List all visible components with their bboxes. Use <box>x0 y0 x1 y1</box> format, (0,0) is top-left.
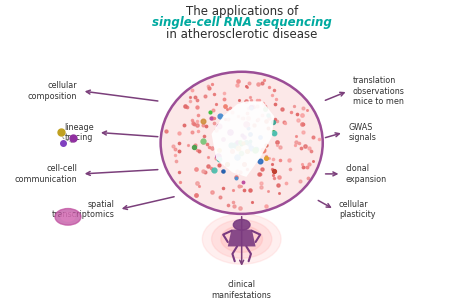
Circle shape <box>55 209 81 225</box>
Circle shape <box>202 214 281 264</box>
Text: single-cell RNA sequencing: single-cell RNA sequencing <box>152 16 331 29</box>
Text: cell-cell
communication: cell-cell communication <box>15 164 77 184</box>
Text: cellular
composition: cellular composition <box>28 81 77 101</box>
Text: spatial
transcriptomics: spatial transcriptomics <box>51 200 114 219</box>
Text: lineage
tracing: lineage tracing <box>64 123 93 142</box>
Text: translation
observations
mice to men: translation observations mice to men <box>353 76 405 106</box>
Text: GWAS
signals: GWAS signals <box>348 123 376 142</box>
Polygon shape <box>228 230 255 247</box>
Circle shape <box>233 219 250 230</box>
Text: in atherosclerotic disease: in atherosclerotic disease <box>166 28 318 41</box>
Ellipse shape <box>161 72 323 214</box>
Polygon shape <box>211 101 274 177</box>
Circle shape <box>221 226 263 252</box>
Text: cellular
plasticity: cellular plasticity <box>339 200 375 219</box>
Text: clonal
expansion: clonal expansion <box>346 164 387 184</box>
Circle shape <box>211 220 272 258</box>
Text: The applications of: The applications of <box>185 5 298 18</box>
Text: clinical
manifestations: clinical manifestations <box>212 281 272 300</box>
Circle shape <box>61 212 75 221</box>
